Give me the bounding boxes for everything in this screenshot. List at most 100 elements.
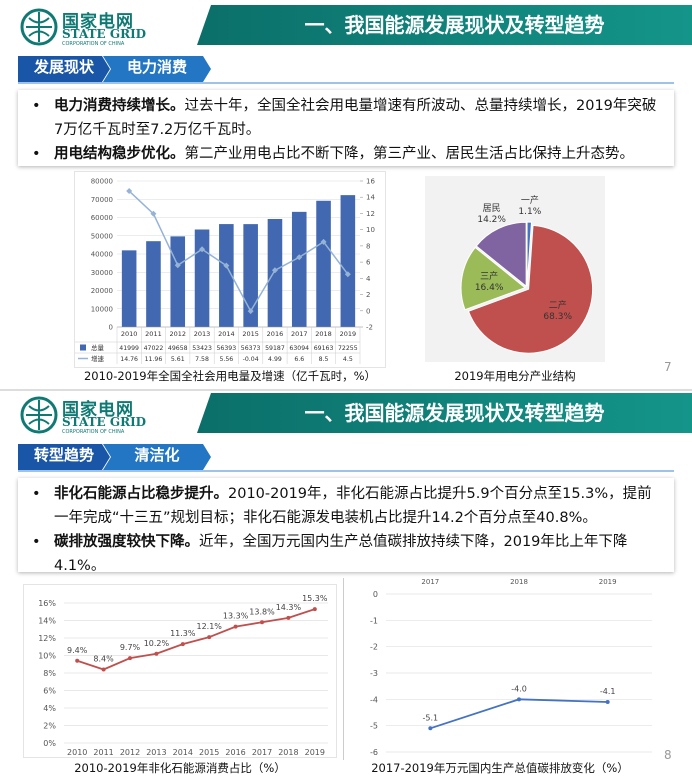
- x-tick-label: 2017: [252, 748, 272, 757]
- bullet-lead: 非化石能源占比稳步提升。: [54, 486, 228, 502]
- y-tick-label: 70000: [91, 196, 113, 204]
- marker: [101, 667, 106, 672]
- table-value: 63094: [289, 345, 309, 352]
- chart: 0 -1 -2 -3 -4 -5 -6 2017 2018 2019 -5.1 -4.0 -4.1: [370, 578, 652, 757]
- bullet: 用电结构稳步优化。第二产业用电占比不断下降，第三产业、居民生活占比保持上升态势。: [32, 142, 660, 166]
- marker: [247, 308, 254, 315]
- table-value: 8.5: [319, 356, 329, 363]
- bar: [170, 236, 186, 327]
- y-tick-label: 20000: [91, 287, 113, 295]
- bullet-text: 2010-2019年，非化石能源占比提升5.9个百分点至15.3%，提前一年完成…: [54, 486, 652, 526]
- bullet-lead: 用电结构稳步优化。: [54, 146, 185, 162]
- table-value: 41999: [119, 345, 139, 352]
- y2-tick-label: 8: [366, 242, 370, 250]
- y2-tick-label: -2: [366, 324, 373, 332]
- x-tick-label: 2014: [173, 748, 193, 757]
- slide-title: 一、我国能源发展现状及转型趋势: [197, 5, 692, 45]
- chart-caption: 2017-2019年万元国内生产总值碳排放变化（%）: [371, 761, 629, 775]
- x-tick-label: 2013: [146, 748, 166, 757]
- legend-key: [80, 344, 86, 351]
- marker: [150, 210, 157, 217]
- slice-label: 居民: [483, 203, 501, 214]
- logo-sub: CORPORATION OF CHINA: [62, 429, 125, 435]
- slice-label: 三产: [480, 270, 498, 282]
- separator: [343, 578, 344, 760]
- pie-slice: [526, 221, 533, 287]
- x-tick-label: 2012: [120, 748, 140, 757]
- marker: [180, 642, 185, 647]
- bullet-box: 非化石能源占比稳步提升。2010-2019年，非化石能源占比提升5.9个百分点至…: [18, 478, 674, 574]
- line: [128, 190, 349, 313]
- bullet: 碳排放强度较快下降。近年，全国万元国内生产总值碳排放持续下降，2019年比上年下…: [32, 530, 660, 578]
- table-value: 4.5: [343, 356, 353, 363]
- y-tick-label: 10000: [91, 305, 113, 313]
- value-label: 10.2%: [144, 639, 170, 648]
- x-tick-label: 2010: [67, 748, 87, 757]
- table-value: 14.76: [120, 356, 138, 363]
- value-label: 14.3%: [276, 603, 302, 612]
- table-value: 11.96: [145, 356, 163, 363]
- y-tick-label: -3: [370, 669, 378, 678]
- logo-icon: [20, 8, 58, 46]
- y2-tick-label: 4: [366, 275, 371, 283]
- table-value: -0.04: [243, 356, 259, 363]
- marker: [428, 726, 433, 731]
- x-tick-label: 2017: [421, 578, 439, 586]
- y-tick-label: 10%: [38, 652, 56, 661]
- table-value: 56393: [217, 345, 237, 352]
- logo-sub: CORPORATION OF CHINA: [62, 41, 125, 47]
- value-label: 13.3%: [223, 612, 249, 621]
- x-tick-label: 2019: [340, 330, 357, 338]
- value-label: -4.0: [511, 684, 527, 693]
- bullet: 电力消费持续增长。过去十年，全国全社会用电量增速有所波动、总量持续增长，2019…: [32, 94, 660, 142]
- bar: [194, 229, 210, 327]
- table-value: 53423: [192, 345, 212, 352]
- slice-label: 二产: [549, 299, 567, 311]
- marker: [126, 188, 133, 195]
- y-tick-label: 8%: [43, 669, 56, 678]
- bullet-text: 过去十年，全国全社会用电量增速有所波动、总量持续增长，2019年突破7万亿千瓦时…: [54, 98, 657, 138]
- bar: [121, 250, 137, 327]
- bullet: 非化石能源占比稳步提升。2010-2019年，非化石能源占比提升5.9个百分点至…: [32, 482, 660, 530]
- x-tick-label: 2015: [242, 330, 259, 338]
- bullet-text: 近年，全国万元国内生产总值碳排放持续下降，2019年比上年下降4.1%。: [54, 534, 628, 574]
- table-value: 69163: [314, 345, 334, 352]
- x-tick-label: 2014: [218, 330, 235, 338]
- x-tick-label: 2010: [121, 330, 138, 338]
- bar: [291, 211, 307, 327]
- y2-tick-label: 6: [366, 259, 371, 267]
- value-label: -4.1: [600, 687, 616, 696]
- breadcrumb: 转型趋势: [18, 444, 110, 470]
- y-tick-label: 80000: [91, 178, 113, 186]
- pie-slice: [460, 246, 527, 311]
- table-value: 4.99: [268, 356, 282, 363]
- x-tick-label: 2018: [315, 330, 332, 338]
- logo-name: 国家电网: [62, 400, 134, 420]
- value-label: -5.1: [423, 713, 439, 722]
- y-tick-label: -2: [370, 643, 378, 652]
- marker: [605, 699, 610, 704]
- y2-tick-label: 0: [366, 307, 370, 315]
- marker: [233, 624, 238, 629]
- x-tick-label: 2016: [225, 748, 245, 757]
- slice-value: 68.3%: [543, 312, 572, 322]
- table-value: 47022: [144, 345, 164, 352]
- y-tick-label: 0: [373, 590, 378, 599]
- x-tick-label: 2013: [194, 330, 211, 338]
- table-value: 5.56: [219, 356, 233, 363]
- table-value: 5.61: [171, 356, 185, 363]
- slide-title: 一、我国能源发展现状及转型趋势: [197, 393, 692, 433]
- x-tick-label: 2015: [199, 748, 219, 757]
- value-label: 15.3%: [302, 594, 328, 603]
- y-tick-label: 4%: [43, 704, 56, 713]
- table-value: 7.58: [195, 356, 209, 363]
- y-tick-label: 40000: [91, 251, 113, 259]
- slice-value: 16.4%: [475, 283, 504, 293]
- x-tick-label: 2011: [145, 330, 162, 338]
- y-tick-label: 6%: [43, 687, 56, 696]
- page-number: 7: [664, 360, 672, 374]
- x-tick-label: 2019: [305, 748, 325, 757]
- bullet-box: 电力消费持续增长。过去十年，全国全社会用电量增速有所波动、总量持续增长，2019…: [18, 90, 674, 166]
- slide-gap: [0, 389, 692, 391]
